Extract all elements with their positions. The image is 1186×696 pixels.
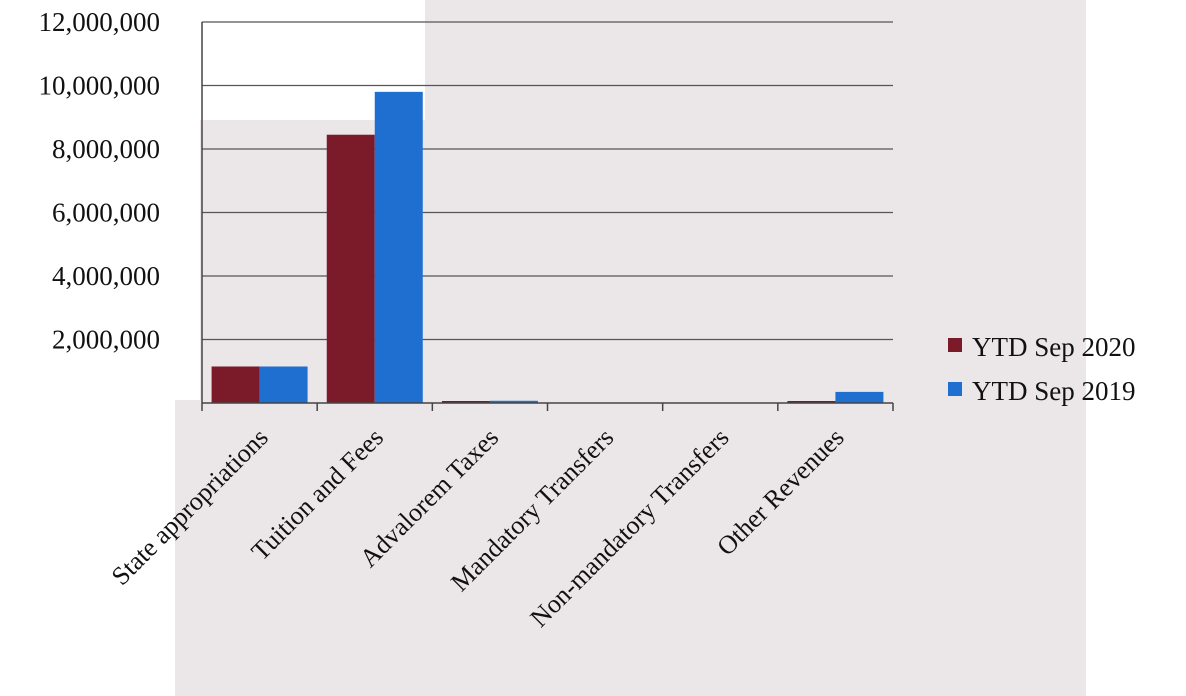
bar-ytd-sep-2019 [835, 391, 884, 403]
bar-ytd-sep-2020 [787, 401, 836, 403]
bar-ytd-sep-2020 [441, 401, 490, 403]
y-tick-label: 4,000,000 [52, 261, 160, 291]
y-tick-label: 10,000,000 [39, 71, 161, 101]
y-tick-label: 2,000,000 [52, 325, 160, 355]
x-axis [201, 22, 894, 411]
legend-swatch [948, 338, 962, 352]
y-tick-label: 8,000,000 [52, 134, 160, 164]
x-category-label: State appropriations [106, 423, 274, 591]
scan-white-area [0, 0, 200, 400]
bar-ytd-sep-2019 [374, 91, 423, 403]
legend-swatch [948, 382, 962, 396]
legend: YTD Sep 2020 YTD Sep 2019 [948, 332, 1136, 406]
y-tick-label: 6,000,000 [52, 198, 160, 228]
bar-ytd-sep-2020 [326, 134, 375, 403]
y-tick-label: 12,000,000 [39, 7, 161, 37]
bars [211, 91, 884, 403]
y-axis-ticks: 2,000,000 4,000,000 6,000,000 8,000,000 10,0… [39, 7, 161, 355]
gridlines [202, 21, 893, 341]
bar-ytd-sep-2020 [211, 366, 260, 403]
legend-label: YTD Sep 2019 [972, 376, 1136, 406]
legend-label: YTD Sep 2020 [972, 332, 1136, 362]
bar-ytd-sep-2019 [489, 400, 538, 403]
bar-ytd-sep-2019 [259, 366, 308, 403]
x-category-label: Non-mandatory Transfers [525, 423, 735, 633]
